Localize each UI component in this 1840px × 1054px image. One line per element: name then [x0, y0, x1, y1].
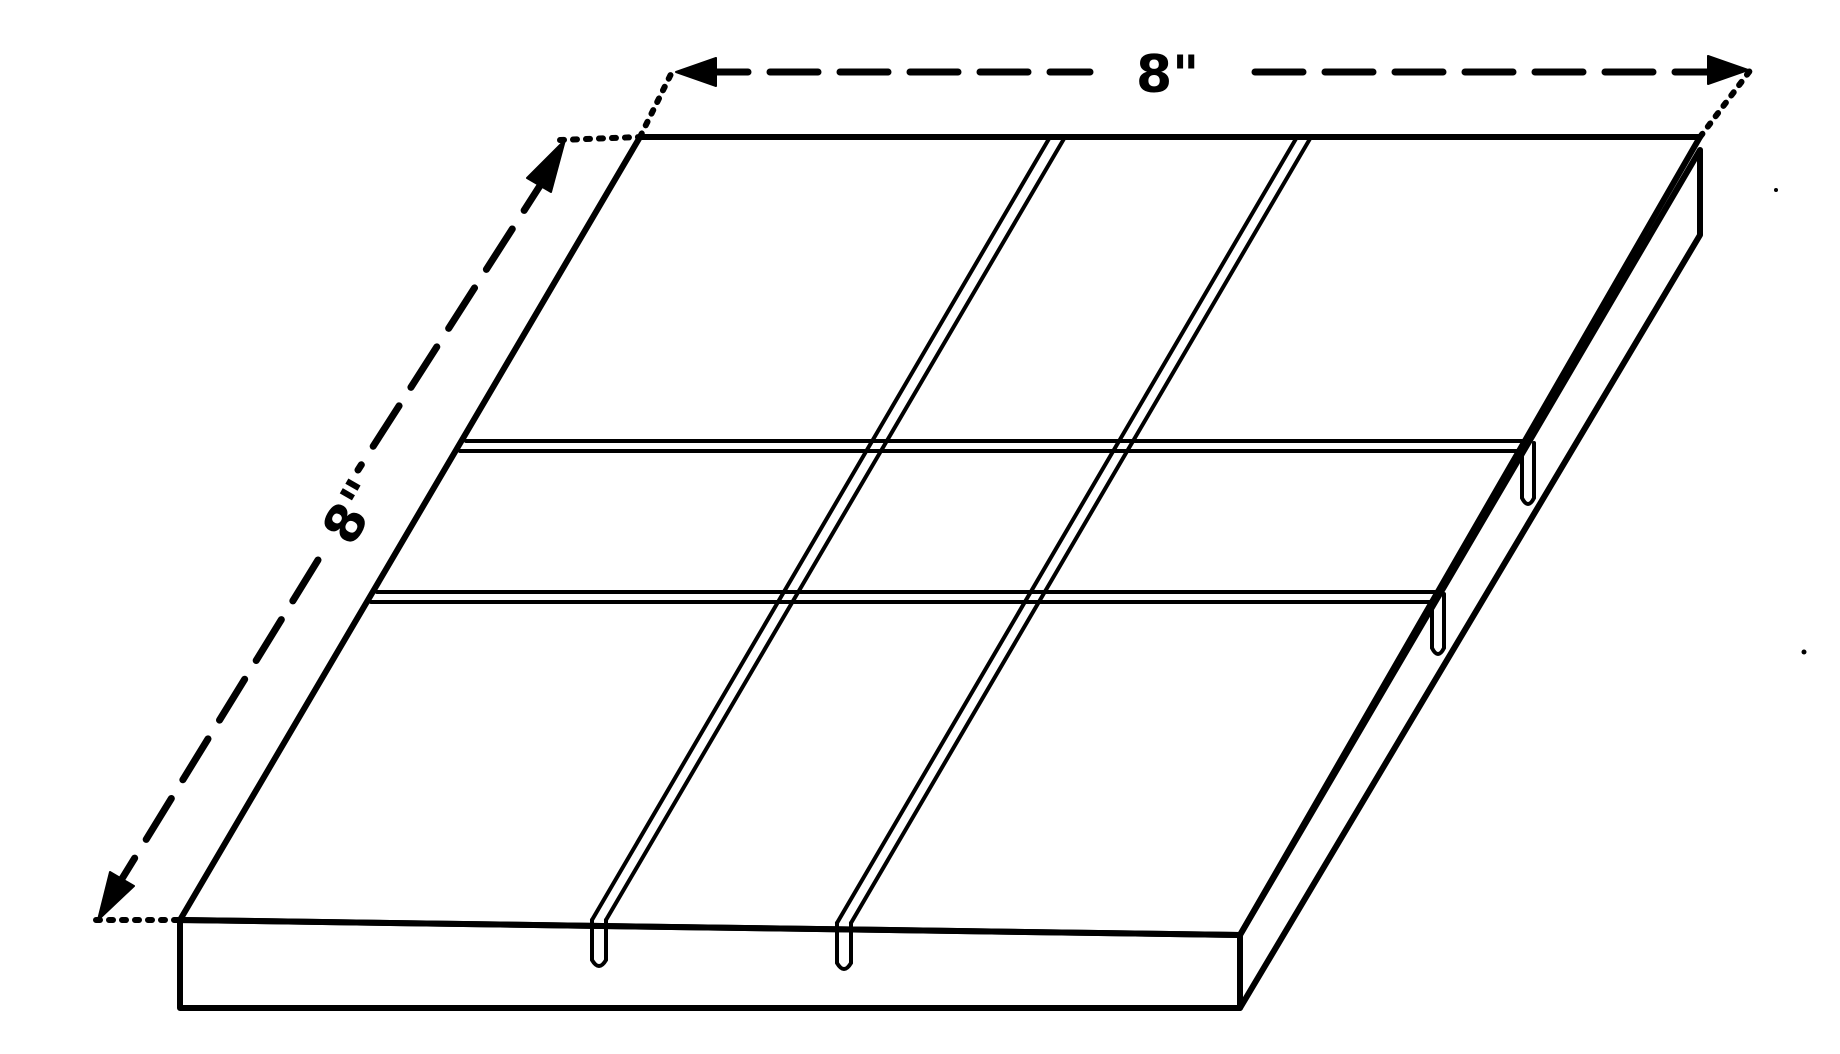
depth-dimension-line-bottom: [108, 556, 322, 899]
speck-1: [1774, 188, 1778, 192]
groove-diagonal-1a: [590, 135, 1052, 922]
groove-notch-right-1: [1520, 441, 1536, 506]
groove-diagonal-2a: [835, 135, 1299, 925]
slab-top-face: [177, 134, 1703, 938]
groove-notch-right-2: [1430, 592, 1446, 656]
speck-2: [1801, 649, 1807, 655]
width-extension-left: [637, 69, 675, 140]
slab-thickness-faces: [177, 147, 1703, 1011]
groove-diagonal-2b: [849, 135, 1313, 925]
groove-notch-front-1: [590, 918, 608, 968]
depth-arrow-top: [526, 139, 566, 193]
width-arrow-right: [1707, 55, 1749, 85]
depth-dimension: 8": [93, 134, 643, 923]
width-dimension: 8": [637, 45, 1755, 140]
width-extension-right: [1697, 65, 1755, 140]
width-arrow-left: [675, 57, 717, 87]
slab-right-face: [1237, 147, 1703, 1011]
groove-diagonal-1b: [604, 135, 1067, 922]
depth-label: 8": [311, 470, 395, 555]
groove-notch-front-2: [835, 921, 853, 971]
depth-extension-top: [557, 134, 643, 143]
grid-grooves: [369, 135, 1536, 971]
depth-arrow-bottom: [97, 871, 135, 921]
width-label: 8": [1136, 45, 1199, 105]
depth-dimension-line-top: [354, 166, 554, 474]
